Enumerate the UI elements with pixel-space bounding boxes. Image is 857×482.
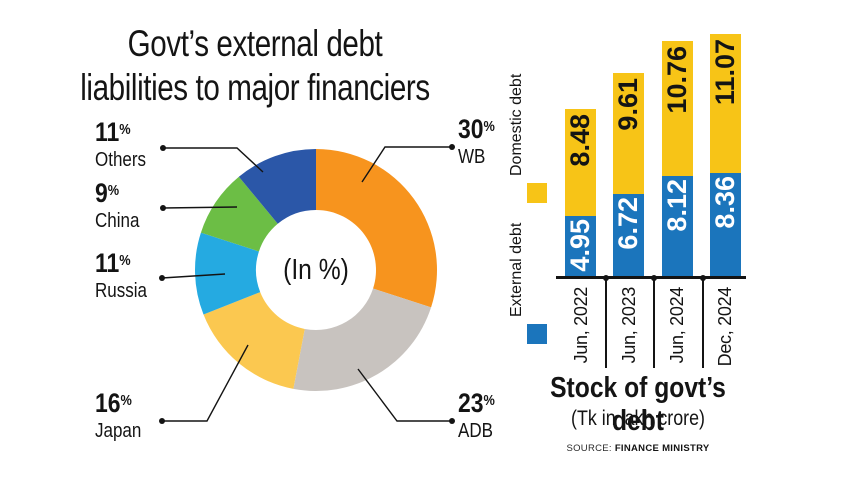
leader-dot-adb (449, 418, 455, 424)
x-axis-label: Jun, 2022 (570, 287, 591, 364)
bar-value-external: 8.12 (661, 178, 692, 232)
leader-line-others (163, 147, 264, 173)
source-line: SOURCE: FINANCE MINISTRY (527, 443, 749, 454)
bar-value-domestic: 10.76 (661, 45, 692, 114)
pie-label-wb: 30% WB (458, 114, 495, 168)
leader-dot-wb (449, 144, 455, 150)
bar-chart-title: Stock of govt’s debt (550, 372, 726, 437)
pie-label-name: China (95, 210, 140, 232)
pie-title-line1: Govt’s external debt (127, 23, 383, 64)
bar-chart-subtitle: (Tk in lakh crore) (571, 407, 705, 430)
pie-label-adb: 23% ADB (458, 388, 495, 442)
x-axis-label: Jun, 2024 (667, 287, 688, 364)
pie-label-percent: 9% (95, 178, 120, 208)
pie-label-percent: 16% (95, 388, 132, 418)
pie-label-others: 11% Others (95, 117, 147, 171)
pie-label-name: ADB (458, 420, 493, 442)
bar-segment-external (565, 215, 596, 278)
bar-value-external: 8.36 (709, 175, 740, 229)
bar-segment-domestic (613, 72, 645, 194)
bar-value-domestic: 11.07 (709, 38, 740, 105)
x-axis-separator-dot (602, 275, 609, 281)
pie-label-percent: 11% (95, 248, 131, 278)
pie-slice-adb (293, 288, 432, 392)
x-axis-separator (701, 278, 704, 368)
leader-line-china (162, 206, 238, 209)
source-prefix: SOURCE: (566, 443, 612, 454)
legend-label-domestic: Domestic debt (508, 73, 525, 176)
legend-swatch-external (527, 324, 547, 344)
pie-label-percent: 23% (458, 388, 495, 418)
pie-slice-china (200, 176, 278, 252)
x-axis-label: Jun, 2023 (618, 287, 639, 364)
bar-value-domestic: 9.61 (613, 77, 644, 131)
pie-label-japan: 16% Japan (95, 388, 142, 442)
pie-slice-wb (316, 149, 438, 308)
pie-label-china: 9% China (95, 178, 140, 232)
pie-label-name: Others (95, 149, 147, 171)
pie-label-percent: 30% (458, 114, 495, 144)
pie-label-percent: 11% (95, 117, 131, 147)
pie-label-russia: 11% Russia (95, 248, 147, 302)
pie-label-name: WB (458, 146, 486, 168)
x-axis-separator (653, 278, 655, 368)
leader-line-russia (161, 273, 226, 279)
leader-line-wb (361, 146, 452, 183)
leader-line-adb (357, 368, 452, 422)
bar-value-domestic: 8.48 (565, 114, 595, 167)
bar-value-external: 6.72 (613, 196, 644, 250)
x-axis-separator (604, 278, 607, 368)
pie-title-line2: liabilities to major financiers (80, 67, 430, 108)
x-axis-label: Dec, 2024 (715, 287, 736, 367)
donut-chart (159, 144, 455, 424)
bar-segment-external (661, 175, 693, 278)
pie-label-name: Russia (95, 280, 147, 302)
pie-slice-japan (203, 292, 305, 389)
x-axis-separator-dot (699, 275, 706, 281)
leader-dot-japan (159, 418, 165, 424)
pie-slice-russia (195, 232, 261, 315)
bar-segment-external (613, 193, 645, 278)
leader-line-japan (162, 344, 249, 422)
leader-dot-russia (159, 275, 165, 281)
x-axis-separator-dot (651, 275, 657, 281)
pie-title: Govt’s external debt liabilities to major… (51, 22, 459, 110)
bar-value-external: 4.95 (565, 218, 595, 272)
pie-label-name: Japan (95, 420, 142, 442)
source-name: FINANCE MINISTRY (614, 443, 710, 454)
leader-dot-china (160, 205, 166, 211)
pie-center-label: (In %) (283, 254, 349, 286)
bar-segment-domestic (661, 40, 693, 176)
bar-segment-external (709, 172, 741, 278)
legend-swatch-domestic (527, 183, 547, 203)
leader-dot-others (160, 145, 166, 151)
legend-label-external: External debt (508, 222, 525, 317)
bar-segment-domestic (565, 109, 596, 216)
bar-segment-domestic (709, 33, 741, 173)
